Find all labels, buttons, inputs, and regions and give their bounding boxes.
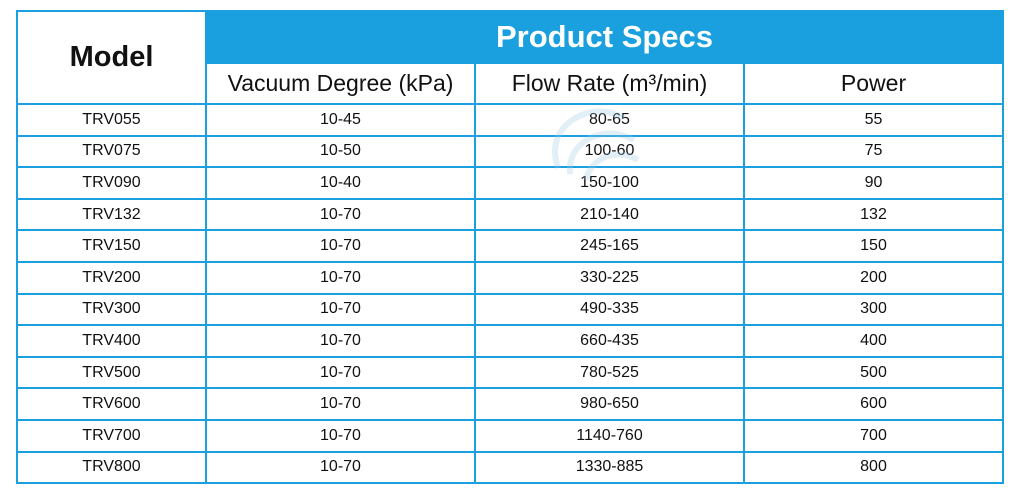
table-row: TRV090 10-40 150-100 90: [16, 166, 1005, 200]
model-cell: TRV400: [16, 324, 207, 358]
vacuum-degree-cell: 10-70: [205, 355, 476, 390]
vacuum-degree-cell: 10-40: [205, 166, 476, 200]
model-cell: TRV500: [16, 355, 207, 390]
vacuum-degree-cell: 10-70: [205, 197, 476, 232]
vacuum-degree-cell: 10-70: [205, 450, 476, 485]
power-cell: 500: [742, 355, 1005, 390]
power-cell: 600: [742, 387, 1005, 421]
power-cell: 132: [742, 197, 1005, 232]
vacuum-degree-cell: 10-70: [205, 324, 476, 358]
table-row: TRV400 10-70 660-435 400: [16, 324, 1005, 358]
flow-rate-cell: 980-650: [474, 387, 745, 421]
vacuum-degree-cell: 10-70: [205, 292, 476, 327]
flow-rate-column-header: Flow Rate (m³/min): [474, 62, 745, 105]
model-cell: TRV600: [16, 387, 207, 421]
table-row: TRV150 10-70 245-165 150: [16, 229, 1005, 263]
power-cell: 90: [742, 166, 1005, 200]
table-row: TRV075 10-50 100-60 75: [16, 134, 1005, 169]
power-cell: 700: [742, 418, 1005, 453]
flow-rate-cell: 150-100: [474, 166, 745, 200]
table-row: TRV055 10-45 80-65 55: [16, 103, 1005, 137]
model-cell: TRV132: [16, 197, 207, 232]
vacuum-degree-cell: 10-70: [205, 260, 476, 295]
power-cell: 75: [742, 134, 1005, 169]
model-cell: TRV055: [16, 103, 207, 137]
flow-rate-cell: 660-435: [474, 324, 745, 358]
power-cell: 150: [742, 229, 1005, 263]
table-row: TRV800 10-70 1330-885 800: [16, 450, 1005, 485]
flow-rate-cell: 1140-760: [474, 418, 745, 453]
vacuum-degree-cell: 10-70: [205, 387, 476, 421]
vacuum-degree-cell: 10-50: [205, 134, 476, 169]
power-cell: 800: [742, 450, 1005, 485]
product-specs-header: Product Specs: [204, 10, 1005, 64]
power-cell: 55: [742, 103, 1005, 137]
model-cell: TRV700: [16, 418, 207, 453]
flow-rate-cell: 490-335: [474, 292, 745, 327]
model-cell: TRV800: [16, 450, 207, 485]
flow-rate-cell: 210-140: [474, 197, 745, 232]
model-cell: TRV090: [16, 166, 207, 200]
vacuum-degree-cell: 10-70: [205, 418, 476, 453]
table-row: TRV600 10-70 980-650 600: [16, 387, 1005, 421]
table-row: TRV200 10-70 330-225 200: [16, 260, 1005, 295]
flow-rate-cell: 780-525: [474, 355, 745, 390]
flow-rate-cell: 1330-885: [474, 450, 745, 485]
table-row: TRV132 10-70 210-140 132: [16, 197, 1005, 232]
model-cell: TRV075: [16, 134, 207, 169]
model-cell: TRV300: [16, 292, 207, 327]
flow-rate-cell: 330-225: [474, 260, 745, 295]
model-cell: TRV150: [16, 229, 207, 263]
power-cell: 200: [742, 260, 1005, 295]
flow-rate-cell: 80-65: [474, 103, 745, 137]
power-cell: 400: [742, 324, 1005, 358]
flow-rate-cell: 245-165: [474, 229, 745, 263]
power-cell: 300: [742, 292, 1005, 327]
vacuum-degree-column-header: Vacuum Degree (kPa): [205, 62, 476, 105]
model-column-header: Model: [16, 10, 207, 105]
table-row: TRV300 10-70 490-335 300: [16, 292, 1005, 327]
table-row: TRV500 10-70 780-525 500: [16, 355, 1005, 390]
flow-rate-cell: 100-60: [474, 134, 745, 169]
vacuum-degree-cell: 10-45: [205, 103, 476, 137]
table-row: TRV700 10-70 1140-760 700: [16, 418, 1005, 453]
power-column-header: Power: [742, 62, 1005, 105]
model-cell: TRV200: [16, 260, 207, 295]
product-specs-table: Model Product Specs Vacuum Degree (kPa) …: [16, 10, 1005, 485]
vacuum-degree-cell: 10-70: [205, 229, 476, 263]
